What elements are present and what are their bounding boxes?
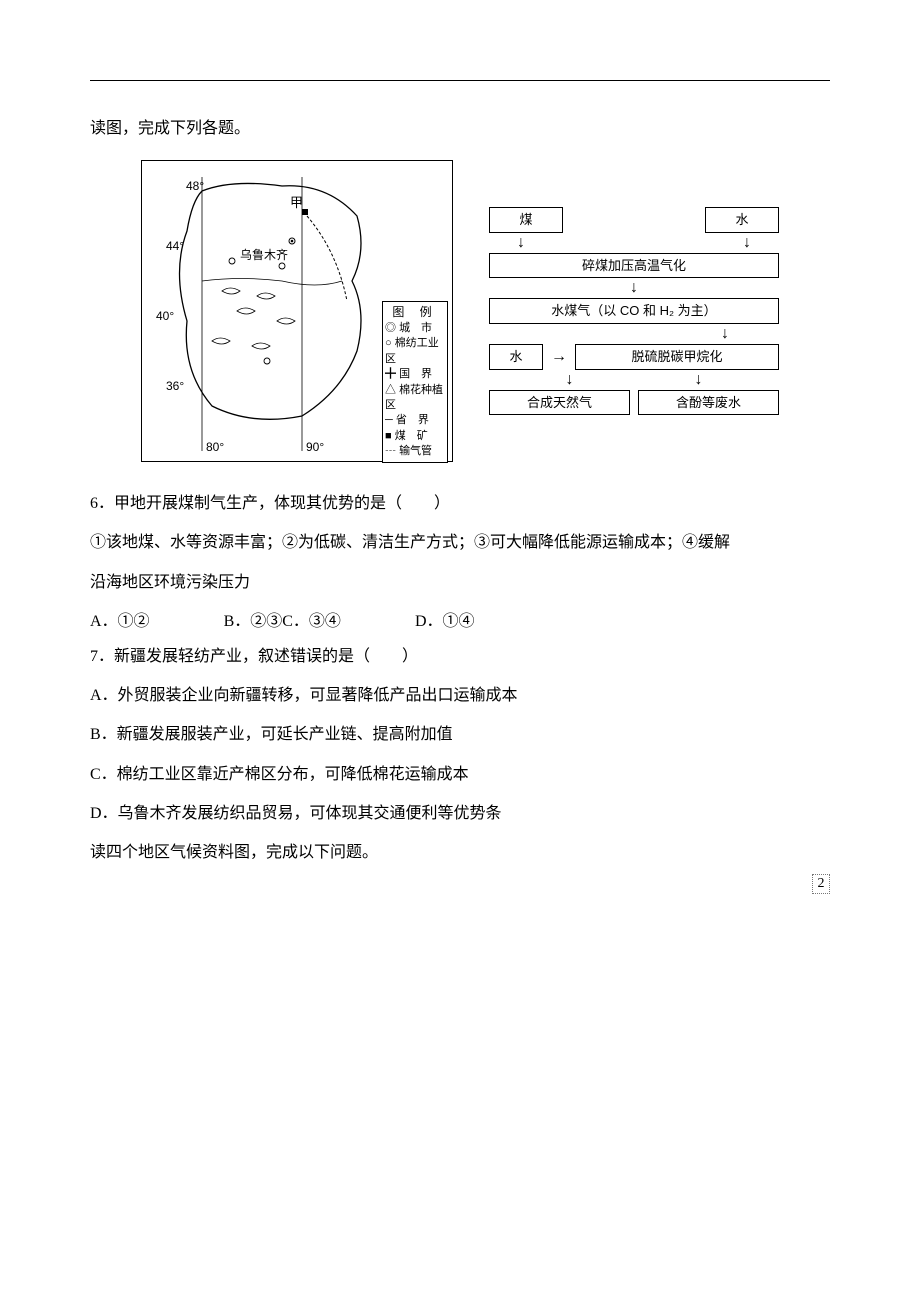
svg-text:90°: 90° [306, 440, 324, 454]
arrow-down-icon: ↓ [489, 280, 779, 296]
map-lat: 44° [166, 239, 184, 253]
flowchart: 煤 水 ↓ ↓ 碎煤加压高温气化 ↓ 水煤气（以 CO 和 H₂ 为主） ↓ 水… [489, 205, 779, 417]
map-lat: 48° [186, 179, 204, 193]
map-legend: 图 例 ◎ 城 市 ○ 棉纺工业区 ╋ 国 界 △ 棉花种植区 ─ 省 界 ■ … [382, 301, 448, 462]
legend-item: ─ 省 界 [385, 413, 445, 428]
fc-step2: 水煤气（以 CO 和 H₂ 为主） [489, 298, 779, 324]
fc-out2: 含酚等废水 [638, 390, 779, 416]
q6-optC: C．③④ [282, 604, 341, 639]
next-figure-intro: 读四个地区气候资料图，完成以下问题。 [90, 835, 830, 870]
q7-optC: C．棉纺工业区靠近产棉区分布，可降低棉花运输成本 [90, 757, 830, 792]
q7-optB: B．新疆发展服装产业，可延长产业链、提高附加值 [90, 717, 830, 752]
map-lat: 40° [156, 309, 174, 323]
legend-item: ○ 棉纺工业区 [385, 336, 445, 367]
map-city-label: 乌鲁木齐 [240, 247, 288, 262]
q6-options: A．①② B．②③C．③④ D．①④ [90, 604, 830, 639]
legend-item: ■ 煤 矿 [385, 429, 445, 444]
legend-item: ◎ 城 市 [385, 321, 445, 336]
q7-optA: A．外贸服装企业向新疆转移，可显著降低产品出口运输成本 [90, 678, 830, 713]
fc-coal: 煤 [489, 207, 563, 233]
xinjiang-map: 80° 90° 乌鲁木齐 甲 48° 44° 40° 36° 图 例 ◎ 城 市… [141, 160, 453, 462]
q6-items-line1: ①该地煤、水等资源丰富；②为低碳、清洁生产方式；③可大幅降低能源运输成本；④缓解 [90, 525, 830, 560]
arrow-right-icon: → [551, 347, 567, 366]
q7-optD: D．乌鲁木齐发展纺织品贸易，可体现其交通便利等优势条 [90, 796, 830, 831]
map-lat: 36° [166, 379, 184, 393]
legend-title: 图 例 [385, 304, 445, 321]
arrow-down-icon: ↓ [517, 235, 525, 251]
q6-optD: D．①④ [415, 604, 475, 639]
q6-optB: B．②③ [224, 604, 283, 639]
legend-item: ┄ 输气管 [385, 444, 445, 459]
legend-item: △ 棉花种植区 [385, 383, 445, 414]
q7-stem: 7．新疆发展轻纺产业，叙述错误的是（ ） [90, 639, 830, 674]
arrow-down-icon: ↓ [695, 372, 703, 388]
fc-water: 水 [705, 207, 779, 233]
arrow-down-icon: ↓ [489, 326, 779, 342]
q6-optA: A．①② [90, 604, 150, 639]
fc-out1: 合成天然气 [489, 390, 630, 416]
fc-step3: 脱硫脱碳甲烷化 [575, 344, 779, 370]
q6-stem: 6．甲地开展煤制气生产，体现其优势的是（ ） [90, 486, 830, 521]
legend-item: ╋ 国 界 [385, 367, 445, 382]
fc-water2: 水 [489, 344, 543, 370]
top-rule [90, 80, 830, 81]
arrow-down-icon: ↓ [566, 372, 574, 388]
page-number: 2 [812, 874, 830, 894]
figure-row: 80° 90° 乌鲁木齐 甲 48° 44° 40° 36° 图 例 ◎ 城 市… [90, 160, 830, 462]
fc-step1: 碎煤加压高温气化 [489, 253, 779, 279]
svg-text:80°: 80° [206, 440, 224, 454]
figure-intro: 读图，完成下列各题。 [90, 111, 830, 146]
arrow-down-icon: ↓ [743, 235, 751, 251]
q6-items-line2: 沿海地区环境污染压力 [90, 565, 830, 600]
map-point-label: 甲 [290, 195, 303, 210]
